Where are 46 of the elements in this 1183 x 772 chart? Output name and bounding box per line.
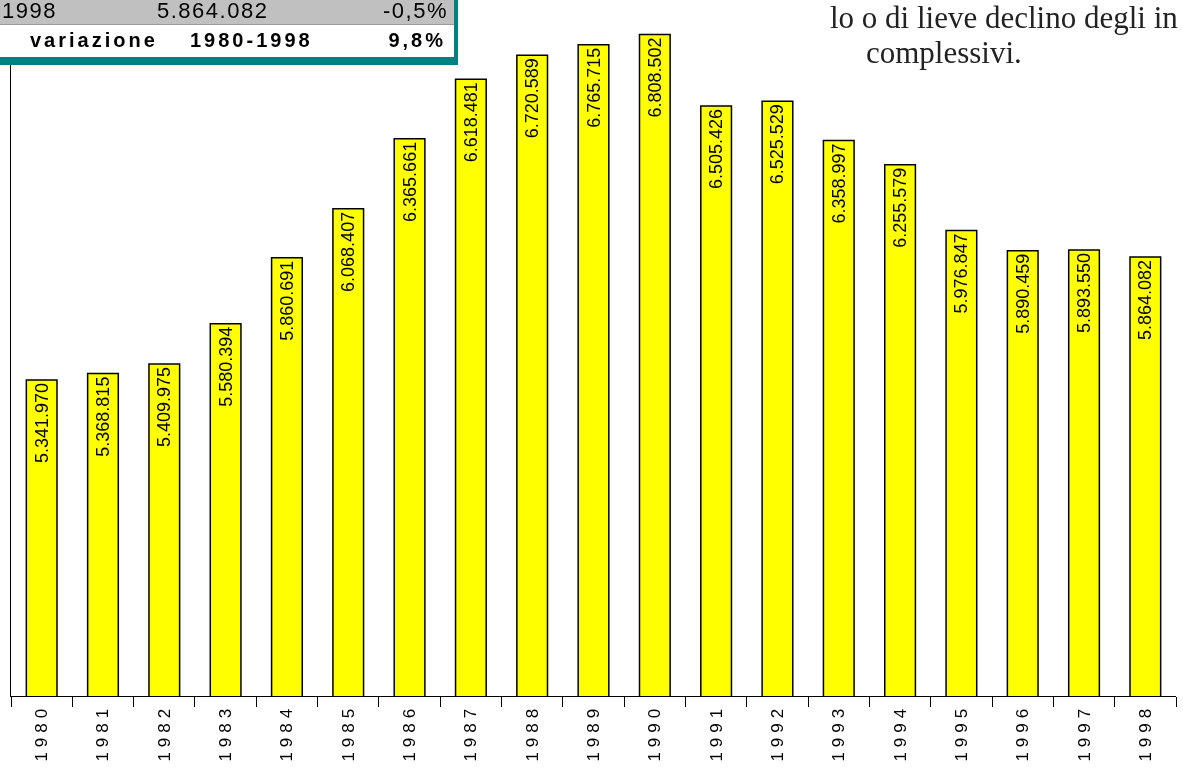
data-label: 6.525.529 <box>767 104 788 185</box>
x-tick-label: 1992 <box>767 703 787 762</box>
data-label: 6.505.426 <box>706 108 727 190</box>
annotation: -0,5% <box>383 0 448 24</box>
data-label: 5.864.082 <box>1135 259 1156 341</box>
x-tick-label: 1998 <box>1135 703 1155 762</box>
annotation: lo o di lieve declino degli in <box>830 0 1178 35</box>
x-tick-label: 1989 <box>584 703 604 762</box>
x-tick-label: 1980 <box>32 703 52 762</box>
x-tick-label: 1981 <box>93 703 113 762</box>
annotation: variazione <box>30 28 158 53</box>
annotation: complessivi. <box>866 35 1022 70</box>
data-label: 6.618.481 <box>460 82 481 163</box>
x-tick-label: 1996 <box>1013 703 1033 762</box>
data-label: 5.860.691 <box>276 260 297 341</box>
annotation: 1998 <box>2 0 57 24</box>
x-tick-label: 1997 <box>1074 703 1094 762</box>
x-tick-label: 1985 <box>338 703 358 762</box>
x-tick-label: 1987 <box>461 703 481 762</box>
annotation: 5.864.082 <box>157 0 269 24</box>
data-label: 5.976.847 <box>951 233 972 314</box>
data-label: 6.720.589 <box>522 58 543 139</box>
data-label: 5.890.459 <box>1012 253 1033 334</box>
data-label: 5.893.550 <box>1074 253 1095 334</box>
x-tick-label: 1984 <box>277 703 297 762</box>
data-label: 5.409.975 <box>154 366 175 448</box>
x-tick-label: 1990 <box>645 703 665 762</box>
annotation: 9,8% <box>388 28 446 53</box>
x-tick-label: 1995 <box>951 703 971 762</box>
x-tick-label: 1982 <box>154 703 174 762</box>
data-label: 6.068.407 <box>338 211 359 292</box>
x-tick-label: 1993 <box>829 703 849 762</box>
data-label: 5.341.970 <box>31 382 52 464</box>
data-label: 5.580.394 <box>215 326 236 407</box>
x-tick-label: 1983 <box>216 703 236 762</box>
annotation: 1980-1998 <box>190 28 313 53</box>
x-tick-label: 1986 <box>400 703 420 762</box>
data-label: 6.365.661 <box>399 141 420 222</box>
data-label: 6.358.997 <box>828 143 849 224</box>
x-tick-label: 1994 <box>890 703 910 762</box>
data-label: 5.368.815 <box>92 376 113 457</box>
data-label: 6.255.579 <box>890 167 911 248</box>
data-label: 6.765.715 <box>583 47 604 128</box>
x-tick-label: 1988 <box>522 703 542 762</box>
data-label: 6.808.502 <box>644 37 665 118</box>
x-tick-label: 1991 <box>706 703 726 762</box>
